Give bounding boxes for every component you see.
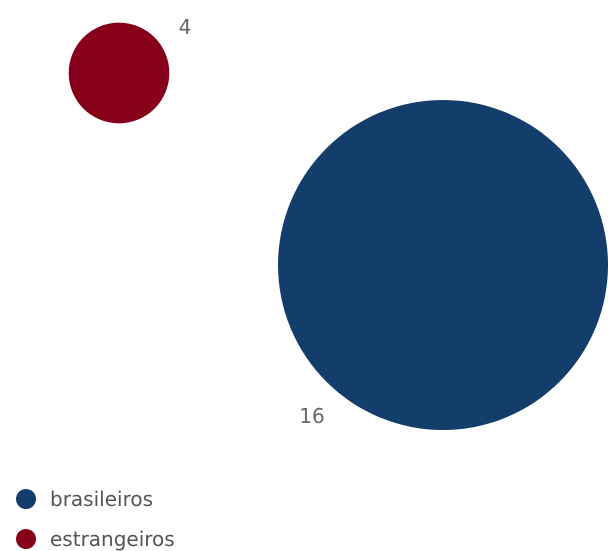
bubble-brasileiros [278, 100, 608, 430]
legend-label-brasileiros: brasileiros [50, 487, 153, 511]
legend-swatch-brasileiros [16, 489, 36, 509]
legend-item-brasileiros[interactable]: brasileiros [16, 487, 153, 511]
bubble-estrangeiros [68, 22, 170, 124]
data-label-estrangeiros: 4 [179, 15, 192, 39]
legend-label-estrangeiros: estrangeiros [50, 527, 175, 551]
data-label-brasileiros: 16 [299, 404, 324, 428]
legend-swatch-estrangeiros [16, 529, 36, 549]
legend: brasileiros estrangeiros [16, 487, 175, 551]
legend-item-estrangeiros[interactable]: estrangeiros [16, 527, 175, 551]
